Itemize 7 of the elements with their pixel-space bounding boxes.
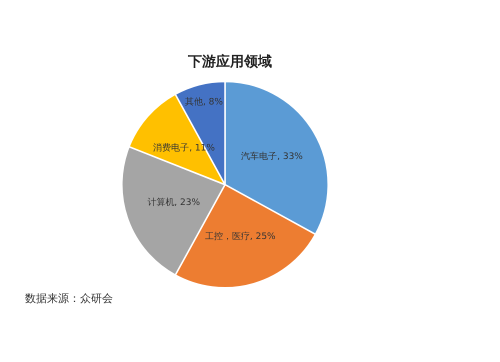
chart-title: 下游应用领域 (187, 53, 272, 70)
slice-label: 汽车电子, 33% (241, 150, 304, 162)
slice-label: 工控，医疗, 25% (204, 231, 276, 242)
slice-label: 其他, 8% (184, 96, 224, 108)
source-note: 数据来源：众研会 (25, 292, 113, 305)
slice-label: 消费电子, 11% (153, 142, 216, 154)
slice-label: 计算机, 23% (147, 197, 200, 208)
